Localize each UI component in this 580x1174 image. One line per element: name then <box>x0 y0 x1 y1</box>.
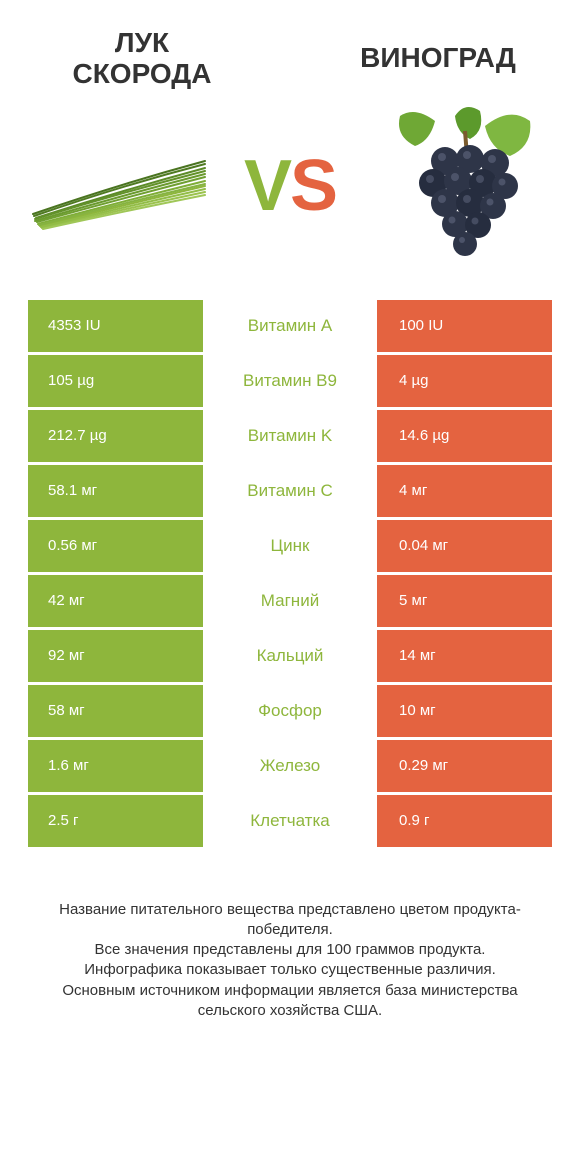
nutrient-label: Витамин C <box>203 465 377 517</box>
vs-v: V <box>244 145 290 227</box>
right-value: 4 мг <box>377 465 552 517</box>
nutrient-label: Цинк <box>203 520 377 572</box>
left-value: 1.6 мг <box>28 740 203 792</box>
nutrient-row: 212.7 µgВитамин K14.6 µg <box>28 410 552 462</box>
nutrient-row: 1.6 мгЖелезо0.29 мг <box>28 740 552 792</box>
left-value: 2.5 г <box>28 795 203 847</box>
left-value: 58.1 мг <box>28 465 203 517</box>
vs-label: V S <box>244 145 336 227</box>
nutrient-row: 0.56 мгЦинк0.04 мг <box>28 520 552 572</box>
nutrient-label: Витамин B9 <box>203 355 377 407</box>
nutrient-label: Магний <box>203 575 377 627</box>
nutrient-row: 2.5 гКлетчатка0.9 г <box>28 795 552 847</box>
left-value: 4353 IU <box>28 300 203 352</box>
nutrient-row: 4353 IUВитамин A100 IU <box>28 300 552 352</box>
left-value: 58 мг <box>28 685 203 737</box>
nutrient-row: 42 мгМагний5 мг <box>28 575 552 627</box>
right-value: 14.6 µg <box>377 410 552 462</box>
nutrient-row: 92 мгКальций14 мг <box>28 630 552 682</box>
right-value: 10 мг <box>377 685 552 737</box>
vs-row: V S <box>0 100 580 300</box>
left-value: 212.7 µg <box>28 410 203 462</box>
grapes-image <box>370 101 550 271</box>
left-value: 105 µg <box>28 355 203 407</box>
nutrient-label: Кальций <box>203 630 377 682</box>
vs-s: S <box>290 145 336 227</box>
left-value: 42 мг <box>28 575 203 627</box>
nutrient-label: Витамин A <box>203 300 377 352</box>
right-value: 0.04 мг <box>377 520 552 572</box>
footer-line: Инфографика показывает только существенн… <box>34 960 546 980</box>
left-value: 0.56 мг <box>28 520 203 572</box>
right-value: 4 µg <box>377 355 552 407</box>
nutrient-label: Витамин K <box>203 410 377 462</box>
right-value: 0.29 мг <box>377 740 552 792</box>
right-value: 14 мг <box>377 630 552 682</box>
nutrient-label: Клетчатка <box>203 795 377 847</box>
nutrient-row: 58 мгФосфор10 мг <box>28 685 552 737</box>
right-value: 5 мг <box>377 575 552 627</box>
footer-line: Название питательного вещества представл… <box>34 900 546 941</box>
footer-line: Основным источником информации является … <box>34 981 546 1022</box>
nutrient-label: Фосфор <box>203 685 377 737</box>
nutrient-row: 58.1 мгВитамин C4 мг <box>28 465 552 517</box>
nutrient-table: 4353 IUВитамин A100 IU105 µgВитамин B94 … <box>0 300 580 847</box>
nutrient-row: 105 µgВитамин B94 µg <box>28 355 552 407</box>
header-titles: ЛУК СКОРОДА ВИНОГРАД <box>0 0 580 100</box>
right-value: 100 IU <box>377 300 552 352</box>
infographic: ЛУК СКОРОДА ВИНОГРАД <box>0 0 580 1061</box>
nutrient-label: Железо <box>203 740 377 792</box>
right-value: 0.9 г <box>377 795 552 847</box>
footer-note: Название питательного вещества представл… <box>0 850 580 1062</box>
right-product-title: ВИНОГРАД <box>338 43 538 74</box>
footer-line: Все значения представлены для 100 граммо… <box>34 940 546 960</box>
left-product-title: ЛУК СКОРОДА <box>42 28 242 90</box>
chives-image <box>30 101 210 271</box>
left-value: 92 мг <box>28 630 203 682</box>
